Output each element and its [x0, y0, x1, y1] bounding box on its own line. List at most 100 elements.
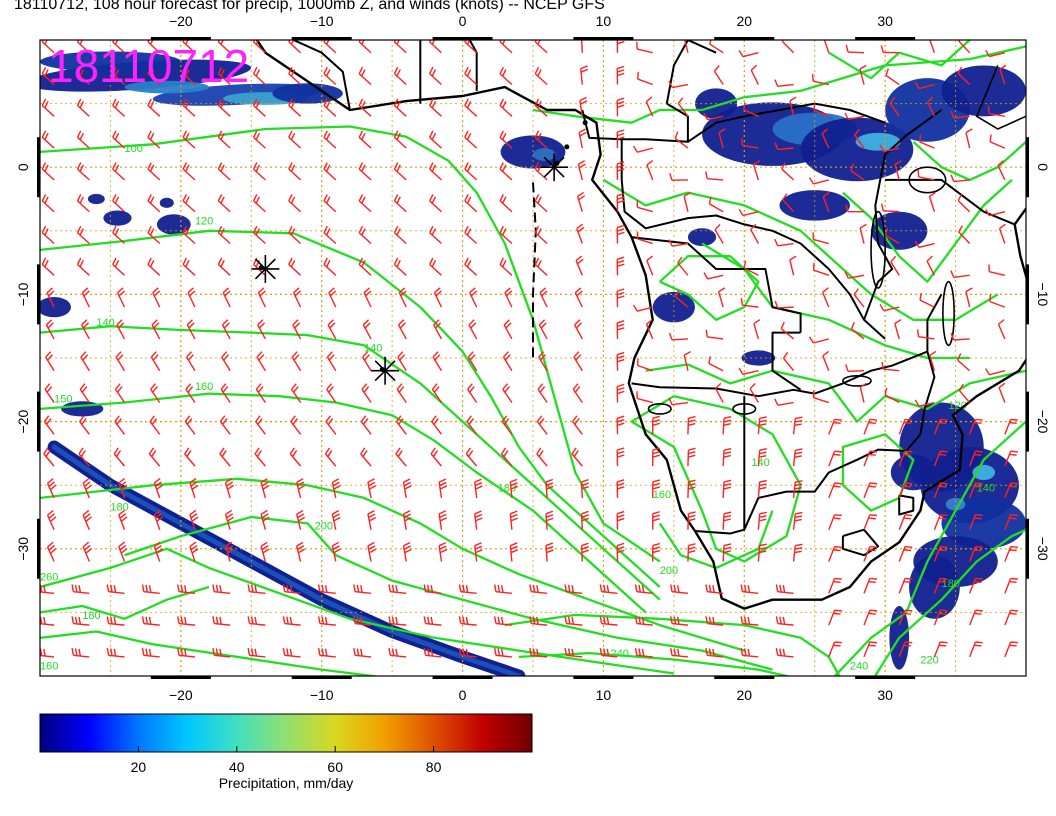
wind-barb — [257, 287, 267, 308]
wind-barb — [1004, 577, 1018, 594]
wind-barb — [564, 584, 583, 595]
wind-barb — [636, 71, 653, 86]
wind-barb — [112, 194, 125, 213]
wind-barb — [634, 648, 653, 658]
wind-barb — [879, 144, 900, 153]
wind-barb — [537, 383, 548, 403]
wind-barb — [683, 40, 689, 53]
wind-barb — [529, 584, 548, 595]
wind-barb — [393, 130, 407, 149]
wind-barb — [367, 478, 377, 499]
wind-barb — [466, 415, 478, 435]
wind-barb — [578, 128, 587, 149]
wind-barb — [78, 447, 90, 467]
wind-barb — [325, 415, 337, 435]
wind-barb — [863, 514, 878, 530]
wind-barb — [792, 511, 803, 530]
wind-barb — [926, 255, 936, 276]
wind-barb — [41, 98, 55, 117]
wind-barb — [499, 98, 513, 117]
wind-barb — [433, 287, 443, 308]
wind-barb — [703, 113, 724, 121]
wind-barb — [898, 609, 913, 626]
lat-tick-label-right: −20 — [1035, 410, 1051, 434]
wind-barb — [323, 162, 337, 181]
wind-barb — [863, 545, 878, 562]
wind-barb — [290, 415, 302, 435]
wind-barb — [393, 194, 407, 213]
colorbar-tick-label: 80 — [426, 759, 442, 775]
wind-barb — [854, 128, 865, 149]
wind-barb — [112, 162, 125, 181]
wind-barb — [933, 577, 948, 594]
wind-barb — [812, 232, 829, 245]
wind-barb — [792, 543, 803, 562]
wind-barb — [950, 174, 970, 183]
geopotential-contours: 100 120 140 140 160 150 180 200 180 200 140 160 240 2… — [40, 40, 1026, 676]
wind-barb — [219, 415, 231, 435]
axis-tick-labels: −20 −20 −10 −10 0 0 10 10 20 20 30 30 0 0 −10 −10 −20 −20… — [15, 13, 1051, 703]
wind-barb — [429, 162, 442, 181]
wind-barb — [1004, 609, 1018, 626]
wind-barb — [282, 584, 301, 595]
wind-barb — [538, 319, 548, 340]
wind-barb — [812, 262, 830, 276]
wind-barb — [599, 584, 618, 595]
wind-barb — [534, 225, 548, 245]
wind-barb — [106, 648, 125, 658]
wind-barb — [670, 616, 689, 626]
lon-tick-label-top: −10 — [310, 13, 334, 29]
wind-barb — [683, 191, 691, 212]
wind-barb — [538, 351, 548, 372]
wind-barb — [282, 616, 301, 626]
wind-barb — [572, 383, 583, 403]
wind-barb — [828, 545, 842, 562]
wind-barb — [106, 616, 125, 626]
wind-barb — [429, 194, 442, 213]
colorbar-tick-label: 40 — [229, 759, 245, 775]
wind-barb — [636, 358, 653, 372]
wind-barb — [683, 350, 691, 371]
wind-barb — [288, 40, 302, 54]
wind-barb — [474, 510, 483, 530]
wind-barb — [147, 66, 161, 86]
wind-barb — [501, 415, 513, 435]
wind-barb — [933, 609, 948, 626]
wind-barb — [429, 98, 442, 117]
wind-barb — [358, 98, 372, 117]
wind-barb — [722, 511, 732, 530]
wind-barb — [260, 509, 270, 530]
wind-barb — [247, 616, 266, 626]
wind-barb — [774, 238, 794, 247]
wind-barb — [863, 609, 878, 626]
wind-barb — [465, 447, 478, 467]
wind-barb — [740, 584, 759, 595]
wind-barb — [79, 415, 90, 435]
wind-barb — [534, 66, 548, 86]
wind-barb — [717, 287, 726, 308]
wind-barb — [221, 351, 231, 372]
colorbar-tick-label: 20 — [131, 759, 147, 775]
wind-barb — [46, 509, 57, 531]
wind-barb — [564, 616, 583, 626]
wind-barb — [722, 479, 732, 498]
wind-barb — [499, 40, 513, 54]
wind-barb — [576, 223, 585, 244]
wind-barb — [429, 130, 442, 149]
wind-barb — [252, 98, 266, 117]
wind-barb — [323, 40, 337, 54]
wind-barb — [894, 160, 902, 181]
wind-barb — [464, 162, 478, 181]
wind-barb — [260, 478, 270, 499]
wind-barb — [632, 145, 653, 153]
wind-barb — [845, 204, 865, 213]
wind-barb — [252, 66, 266, 86]
wind-barb — [534, 130, 548, 149]
wind-barb — [398, 287, 407, 308]
colorbar-label: Precipitation, mm/day — [218, 775, 354, 791]
wind-barb — [252, 162, 266, 181]
wind-barb — [499, 257, 513, 276]
wind-barb — [358, 225, 372, 245]
wind-barb — [705, 648, 724, 658]
